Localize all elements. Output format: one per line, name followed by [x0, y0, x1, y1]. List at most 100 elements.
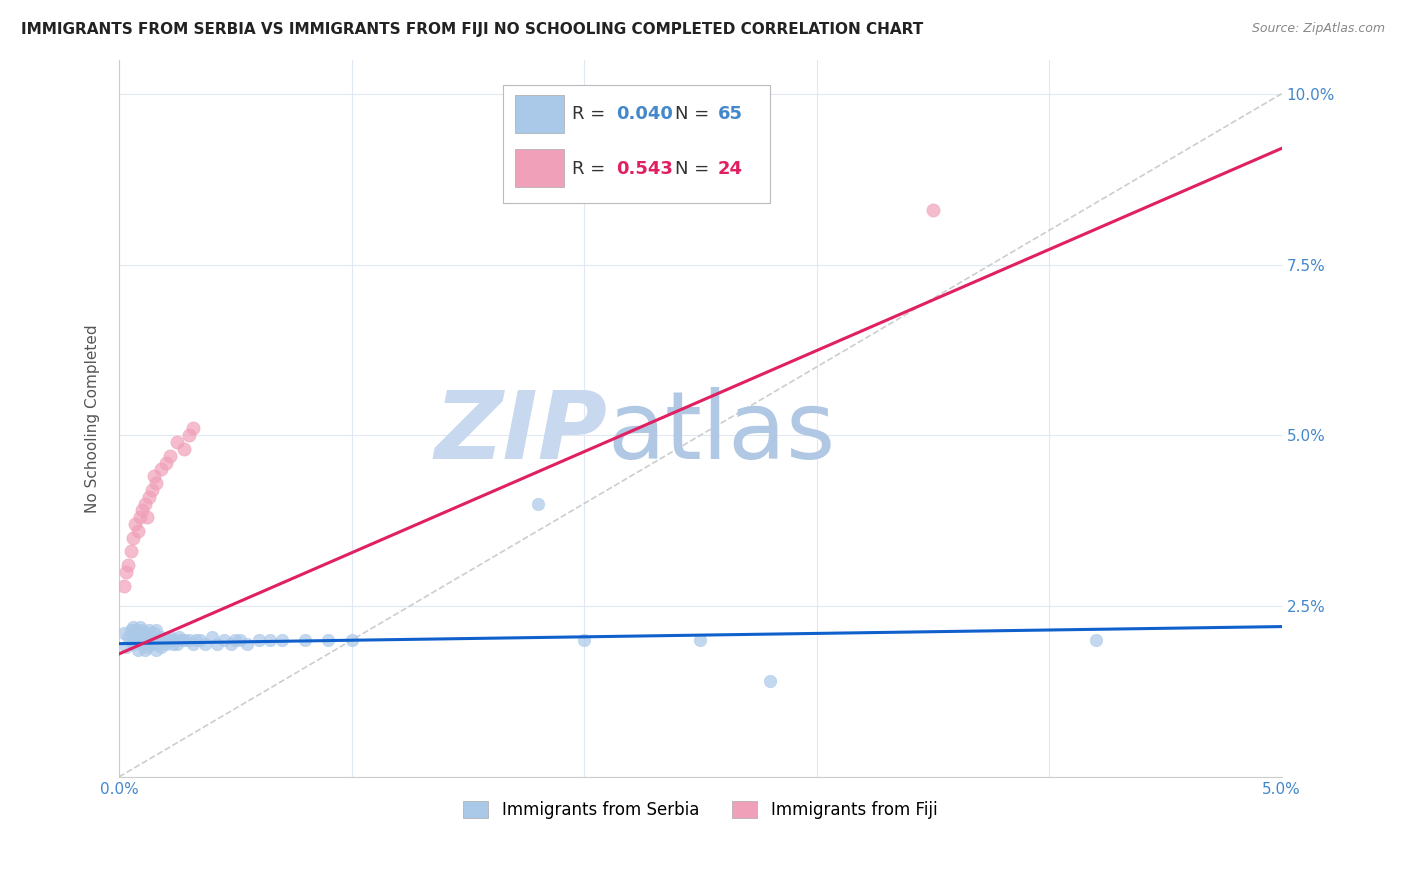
- Point: [124, 630, 146, 644]
- Point: [205, 637, 228, 651]
- Text: ZIP: ZIP: [434, 386, 607, 479]
- Point: [122, 637, 145, 651]
- Point: [340, 633, 363, 648]
- Point: [145, 623, 167, 637]
- Point: [759, 674, 782, 689]
- Point: [131, 623, 153, 637]
- Text: R =: R =: [572, 160, 612, 178]
- Point: [127, 524, 149, 538]
- Point: [117, 558, 139, 573]
- Point: [127, 643, 149, 657]
- Point: [129, 510, 152, 524]
- Point: [236, 637, 259, 651]
- Point: [194, 637, 217, 651]
- Point: [201, 630, 224, 644]
- Point: [689, 633, 711, 648]
- Point: [145, 476, 167, 491]
- Point: [159, 449, 181, 463]
- Text: N =: N =: [675, 105, 714, 123]
- Point: [162, 637, 184, 651]
- Point: [136, 510, 159, 524]
- Point: [316, 633, 339, 648]
- Text: 0.543: 0.543: [617, 160, 673, 178]
- Point: [294, 633, 316, 648]
- Point: [503, 155, 526, 169]
- Point: [112, 626, 135, 640]
- Legend: Immigrants from Serbia, Immigrants from Fiji: Immigrants from Serbia, Immigrants from …: [457, 795, 943, 826]
- Point: [219, 637, 242, 651]
- Point: [120, 623, 142, 637]
- Point: [122, 619, 145, 633]
- Point: [141, 630, 163, 644]
- Point: [159, 633, 181, 648]
- Point: [136, 626, 159, 640]
- Point: [149, 640, 172, 654]
- Point: [141, 633, 163, 648]
- Point: [148, 633, 170, 648]
- Point: [122, 531, 145, 545]
- Point: [112, 578, 135, 592]
- Text: 65: 65: [717, 105, 742, 123]
- Point: [131, 503, 153, 517]
- Point: [115, 565, 138, 579]
- Point: [138, 623, 160, 637]
- Text: R =: R =: [572, 105, 612, 123]
- Text: atlas: atlas: [607, 386, 835, 479]
- Point: [229, 633, 252, 648]
- Point: [155, 637, 177, 651]
- Point: [177, 428, 200, 442]
- Point: [142, 626, 165, 640]
- Point: [259, 633, 281, 648]
- Point: [155, 456, 177, 470]
- Point: [1084, 633, 1107, 648]
- Point: [173, 633, 195, 648]
- Point: [131, 637, 153, 651]
- Text: N =: N =: [675, 160, 714, 178]
- Point: [224, 633, 246, 648]
- Text: 24: 24: [717, 160, 742, 178]
- Point: [184, 633, 207, 648]
- Point: [212, 633, 235, 648]
- Point: [156, 633, 179, 648]
- Point: [526, 497, 548, 511]
- Text: Source: ZipAtlas.com: Source: ZipAtlas.com: [1251, 22, 1385, 36]
- Text: 0.040: 0.040: [617, 105, 673, 123]
- Point: [152, 633, 174, 648]
- Point: [138, 490, 160, 504]
- Point: [120, 633, 142, 648]
- Point: [134, 497, 156, 511]
- Point: [170, 633, 193, 648]
- Point: [190, 633, 212, 648]
- Point: [142, 637, 165, 651]
- Point: [173, 442, 195, 456]
- Point: [166, 637, 188, 651]
- Point: [134, 643, 156, 657]
- Point: [138, 637, 160, 651]
- Point: [124, 623, 146, 637]
- Point: [270, 633, 292, 648]
- Text: IMMIGRANTS FROM SERBIA VS IMMIGRANTS FROM FIJI NO SCHOOLING COMPLETED CORRELATIO: IMMIGRANTS FROM SERBIA VS IMMIGRANTS FRO…: [21, 22, 924, 37]
- FancyBboxPatch shape: [516, 149, 564, 186]
- Point: [129, 626, 152, 640]
- Point: [120, 544, 142, 558]
- Point: [183, 421, 205, 435]
- Point: [169, 630, 191, 644]
- Point: [124, 517, 146, 532]
- Point: [183, 637, 205, 651]
- Point: [149, 462, 172, 476]
- Point: [177, 633, 200, 648]
- Y-axis label: No Schooling Completed: No Schooling Completed: [86, 324, 100, 513]
- Point: [142, 469, 165, 483]
- FancyBboxPatch shape: [516, 95, 564, 133]
- Point: [159, 630, 181, 644]
- Point: [136, 640, 159, 654]
- Point: [134, 630, 156, 644]
- Point: [131, 633, 153, 648]
- Point: [141, 483, 163, 497]
- Point: [145, 643, 167, 657]
- Point: [921, 202, 943, 217]
- Point: [166, 435, 188, 450]
- Point: [163, 633, 186, 648]
- Point: [115, 640, 138, 654]
- Point: [572, 633, 595, 648]
